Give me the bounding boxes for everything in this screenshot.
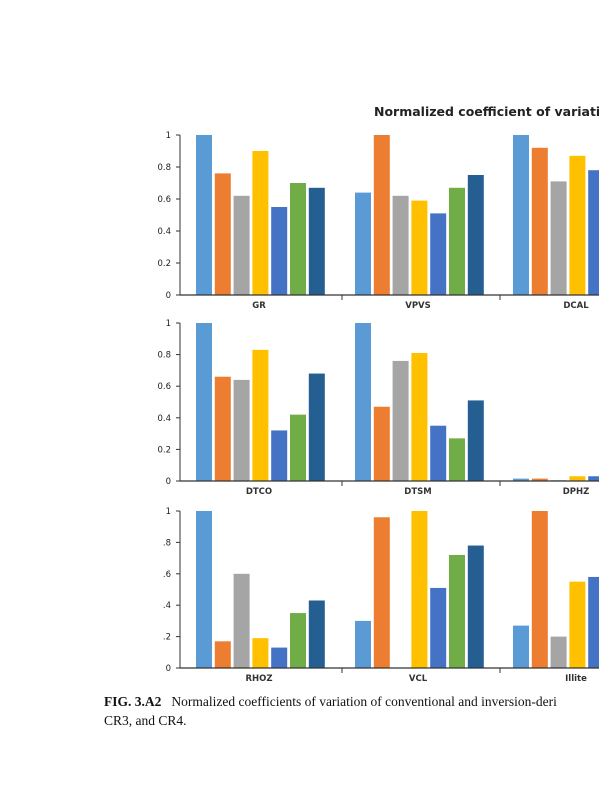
bar	[252, 638, 269, 668]
bar	[214, 376, 231, 481]
bar	[449, 187, 465, 295]
y-tick-label: 0	[166, 664, 171, 674]
bar	[290, 613, 306, 668]
bar	[214, 173, 231, 295]
bar	[233, 195, 250, 295]
chart-title: Normalized coefficient of variatio	[374, 104, 599, 119]
bar	[271, 647, 288, 668]
y-tick-label: .6	[163, 570, 171, 580]
bar	[290, 183, 306, 295]
category-label: DCAL	[563, 301, 589, 311]
bar	[588, 576, 599, 668]
y-tick-label: .8	[163, 538, 171, 548]
figure-caption: FIG. 3.A2 Normalized coefficients of vari…	[104, 692, 599, 730]
y-tick-label: .4	[163, 601, 171, 611]
bar	[588, 476, 599, 481]
bar	[467, 400, 484, 481]
bar	[308, 187, 325, 295]
bar	[355, 620, 371, 668]
bar	[513, 625, 529, 668]
y-tick-label: 0.8	[157, 163, 171, 173]
bar	[449, 554, 465, 668]
y-tick-label: 0.4	[157, 414, 171, 424]
bar	[550, 636, 567, 668]
y-tick-label: 0.4	[157, 227, 171, 237]
category-label: DTSM	[404, 487, 431, 497]
bar	[373, 406, 390, 481]
bar	[531, 147, 548, 295]
bar	[513, 478, 529, 481]
category-label: VPVS	[405, 301, 431, 311]
bar	[252, 349, 269, 481]
bar	[531, 511, 548, 668]
bar	[430, 587, 447, 668]
caption-text: Normalized coefficients of variation of …	[104, 694, 557, 728]
bar	[430, 425, 447, 481]
y-tick-label: 0.8	[157, 351, 171, 361]
category-label: DTCO	[246, 487, 272, 497]
category-label: RHOZ	[245, 674, 272, 684]
bar	[373, 135, 390, 295]
y-tick-label: 1	[166, 131, 171, 141]
bar	[430, 213, 447, 295]
bar	[392, 195, 409, 295]
bar	[308, 373, 325, 481]
bar	[569, 581, 586, 668]
bar	[271, 207, 288, 295]
bar	[588, 170, 599, 295]
bar	[233, 379, 250, 481]
category-label: Illite	[565, 674, 587, 684]
bar	[214, 641, 231, 668]
category-label: GR	[252, 301, 266, 311]
bar	[411, 353, 428, 481]
bar	[290, 414, 306, 481]
bar	[411, 200, 428, 295]
bar	[373, 517, 390, 668]
bar	[233, 573, 250, 668]
bar	[411, 511, 428, 668]
bar	[252, 151, 269, 295]
bar	[569, 155, 586, 295]
bar	[467, 545, 484, 668]
caption-label: FIG. 3.A2	[104, 694, 162, 709]
y-tick-label: 0	[166, 477, 171, 487]
bar	[449, 438, 465, 481]
bar	[355, 323, 371, 481]
bar	[355, 192, 371, 295]
category-label: VCL	[409, 674, 428, 684]
bar	[513, 135, 529, 295]
bar	[196, 323, 212, 481]
y-tick-label: 0.6	[157, 195, 171, 205]
y-tick-label: 0.2	[157, 445, 171, 455]
bar	[392, 360, 409, 481]
bar	[196, 135, 212, 295]
y-tick-label: 1	[166, 319, 171, 329]
y-tick-label: 0.2	[157, 259, 171, 269]
bar	[467, 175, 484, 295]
y-tick-label: 0.6	[157, 382, 171, 392]
y-tick-label: .2	[163, 633, 171, 643]
y-tick-label: 0	[166, 291, 171, 301]
y-tick-label: 1	[166, 507, 171, 517]
bar	[196, 511, 212, 668]
category-label: DPHZ	[563, 487, 590, 497]
bar	[308, 600, 325, 668]
bar	[550, 181, 567, 295]
bar	[569, 476, 586, 481]
bar	[531, 478, 548, 481]
bar	[271, 430, 288, 481]
